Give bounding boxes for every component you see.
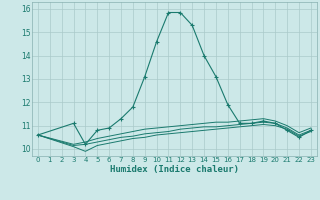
X-axis label: Humidex (Indice chaleur): Humidex (Indice chaleur) xyxy=(110,165,239,174)
